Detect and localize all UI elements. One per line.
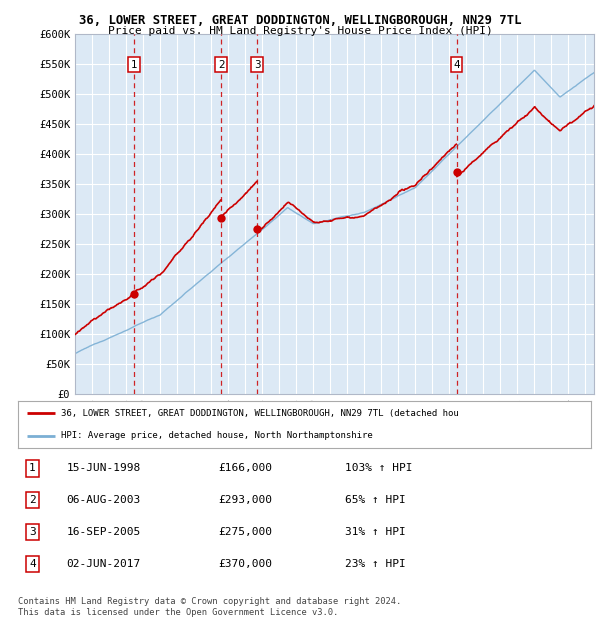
Text: 3: 3 [29, 527, 36, 537]
Text: 1: 1 [131, 60, 137, 69]
Text: £370,000: £370,000 [218, 559, 272, 569]
Text: 4: 4 [453, 60, 460, 69]
Text: 06-AUG-2003: 06-AUG-2003 [67, 495, 141, 505]
Text: 103% ↑ HPI: 103% ↑ HPI [344, 464, 412, 474]
Text: 4: 4 [29, 559, 36, 569]
Text: £275,000: £275,000 [218, 527, 272, 537]
Text: £166,000: £166,000 [218, 464, 272, 474]
Text: 36, LOWER STREET, GREAT DODDINGTON, WELLINGBOROUGH, NN29 7TL (detached hou: 36, LOWER STREET, GREAT DODDINGTON, WELL… [61, 409, 459, 418]
Text: 3: 3 [254, 60, 260, 69]
Text: Contains HM Land Registry data © Crown copyright and database right 2024.
This d: Contains HM Land Registry data © Crown c… [18, 598, 401, 617]
Text: 15-JUN-1998: 15-JUN-1998 [67, 464, 141, 474]
Text: 65% ↑ HPI: 65% ↑ HPI [344, 495, 406, 505]
Text: 2: 2 [29, 495, 36, 505]
Text: £293,000: £293,000 [218, 495, 272, 505]
Text: 1: 1 [29, 464, 36, 474]
Text: 16-SEP-2005: 16-SEP-2005 [67, 527, 141, 537]
Text: 31% ↑ HPI: 31% ↑ HPI [344, 527, 406, 537]
Text: 36, LOWER STREET, GREAT DODDINGTON, WELLINGBOROUGH, NN29 7TL: 36, LOWER STREET, GREAT DODDINGTON, WELL… [79, 14, 521, 27]
Text: HPI: Average price, detached house, North Northamptonshire: HPI: Average price, detached house, Nort… [61, 432, 373, 440]
Text: 23% ↑ HPI: 23% ↑ HPI [344, 559, 406, 569]
Text: 2: 2 [218, 60, 224, 69]
Text: 02-JUN-2017: 02-JUN-2017 [67, 559, 141, 569]
Text: Price paid vs. HM Land Registry's House Price Index (HPI): Price paid vs. HM Land Registry's House … [107, 26, 493, 36]
